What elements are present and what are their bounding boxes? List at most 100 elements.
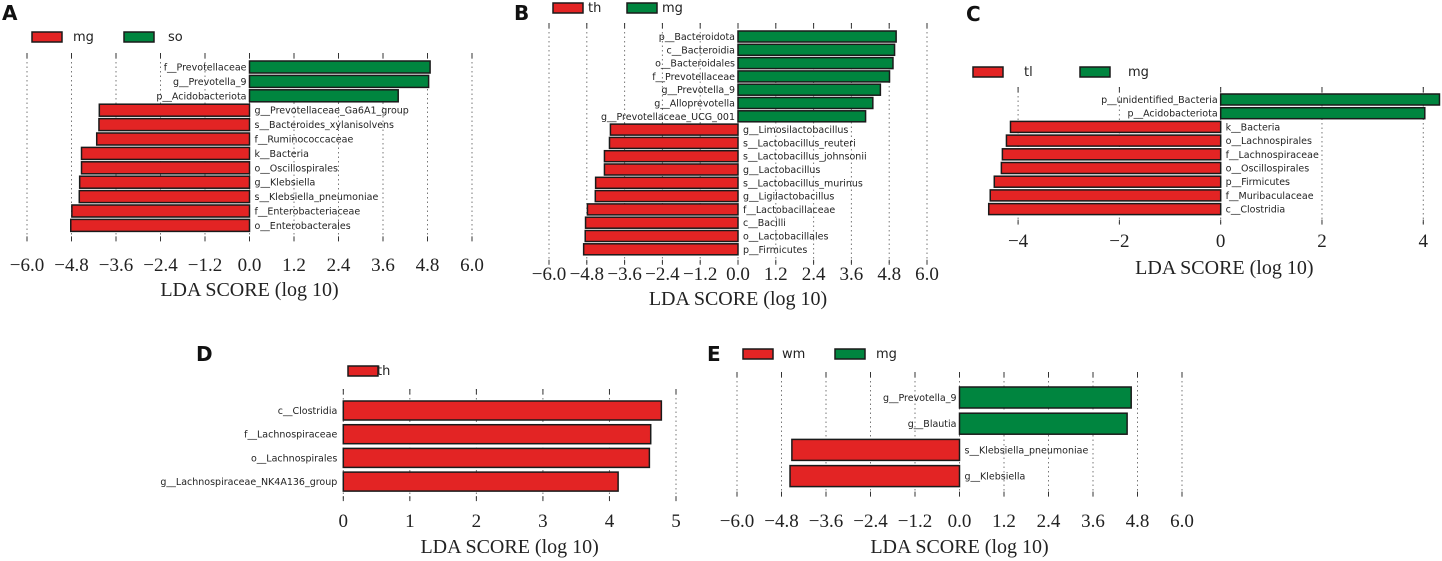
x-tick-label: 6.0	[915, 264, 939, 285]
x-tick-label: 2	[472, 511, 482, 532]
x-tick-label: 1.2	[764, 264, 788, 285]
legend-swatch-tl	[972, 66, 1004, 78]
bar-label: p__Acidobacteriota	[1128, 109, 1218, 120]
x-axis-label: LDA SCORE (log 10)	[1135, 257, 1313, 279]
x-tick-label: −2	[1109, 231, 1129, 252]
bar-label: p__Firmicutes	[743, 245, 807, 256]
bar-o-lachnospirales	[342, 447, 651, 469]
bar-p-firmicutes	[582, 243, 739, 256]
bar-label: g__Ligilactobacillus	[743, 192, 834, 203]
legend-label-th: th	[377, 364, 390, 379]
bar-g-klebsiella	[789, 464, 961, 488]
bar-o-enterobacterales	[70, 218, 251, 233]
bar-k-bacteria	[80, 146, 251, 161]
bar-label: f__Prevotellaceae	[652, 72, 735, 83]
legend-swatch-mg	[626, 2, 658, 14]
bar-f-lactobacillaceae	[586, 203, 739, 216]
bar-g-prevotella-9	[248, 74, 430, 89]
legend-label-mg: mg	[73, 30, 94, 45]
panel-d: 0 1 2 3 4 5 c__Clostridia f__Lachnospiraceae o__…	[160, 364, 680, 558]
bar-label: o__Oscillospirales	[255, 163, 339, 174]
bar-g-prevotella-9	[958, 386, 1132, 409]
bar-o-oscillospirales	[80, 161, 251, 175]
x-tick-label: −4.8	[54, 255, 88, 276]
x-axis-label: LDA SCORE (log 10)	[420, 536, 598, 558]
bar-label: c__Bacteroidia	[667, 45, 736, 56]
x-tick-label: 2.4	[1037, 511, 1061, 532]
bar-label: g__Klebsiella	[255, 178, 316, 189]
bar-o-lactobacillales	[584, 229, 739, 243]
bar-label: g__Prevotella_9	[661, 85, 735, 96]
bar-label: g__Alloprevotella	[654, 99, 735, 110]
bar-label: c__Bacilli	[743, 218, 786, 229]
bar-g-lachnospiraceae-nk4a136-group	[342, 471, 619, 492]
bar-c-clostridia	[987, 202, 1222, 216]
legend-swatch-mg	[1079, 66, 1111, 78]
panel-b: −6.0 −4.8 −3.6 −2.4 −1.2 0.0 1.2 2.4 3.6 4.8 6.0 p_…	[532, 1, 939, 310]
bar-label: p__Firmicutes	[1226, 177, 1290, 188]
bar-label: g__Prevotellaceae_Ga6A1_group	[255, 106, 409, 117]
bar-g-prevotellaceae-ucg-001	[737, 110, 867, 123]
x-tick-label: 4	[1419, 231, 1429, 252]
x-tick-label: 1	[405, 511, 415, 532]
bar-label: o__Lachnospirales	[1226, 136, 1312, 147]
x-tick-label: 3.6	[1081, 511, 1105, 532]
x-tick-label: −4.8	[570, 264, 604, 285]
x-tick-label: 6.0	[1170, 511, 1194, 532]
bar-f-lachnospiraceae	[342, 423, 652, 445]
bar-f-prevotellaceae	[248, 60, 431, 74]
bar-label: g__Prevotella_9	[173, 77, 247, 88]
x-tick-label: −2.4	[143, 255, 178, 276]
bar-p-bacteroidota	[737, 30, 897, 43]
bar-g-lactobacillus	[603, 163, 739, 176]
bar-s-lactobacillus-reuteri	[608, 136, 739, 150]
bar-s-lactobacillus-johnsonii	[603, 149, 739, 163]
bar-c-clostridia	[342, 400, 663, 421]
legend-swatch-mg	[31, 31, 63, 43]
x-tick-label: 2.4	[327, 255, 351, 276]
legend-swatch-th	[552, 2, 584, 14]
panel-letter-e: E	[707, 342, 721, 366]
bar-g-limosilactobacillus	[609, 123, 739, 136]
x-tick-label: 4.8	[416, 255, 440, 276]
bar-o-lachnospirales	[1005, 134, 1222, 147]
panel-e: −6.0 −4.8 −3.6 −2.4 −1.2 0.0 1.2 2.4 3.6 4.8 6.0 g_…	[720, 347, 1194, 558]
x-tick-label: −6.0	[532, 264, 566, 285]
x-tick-label: −4.8	[764, 511, 798, 532]
x-tick-label: 4	[605, 511, 615, 532]
bar-s-lactobacillus-murinus	[594, 176, 739, 190]
x-tick-label: 3.6	[840, 264, 864, 285]
panel-letter-d: D	[196, 342, 213, 366]
bar-label: s__Lactobacillus_johnsonii	[743, 152, 867, 163]
bar-label: o__Oscillospirales	[1226, 164, 1310, 175]
x-axis-label: LDA SCORE (log 10)	[870, 536, 1048, 558]
legend-label-wm: wm	[782, 347, 805, 362]
bar-p-firmicutes	[993, 175, 1222, 188]
bar-g-klebsiella	[78, 175, 251, 189]
bar-p-unidentified-bacteria	[1219, 93, 1441, 106]
x-tick-label: −1.2	[188, 255, 222, 276]
legend-label-mg: mg	[876, 347, 897, 362]
bar-label: p__Acidobacteriota	[156, 91, 246, 102]
x-tick-label: 0	[1216, 231, 1226, 252]
bar-label: f__Ruminococcaceae	[255, 135, 354, 146]
x-tick-label: 4.8	[1126, 511, 1150, 532]
x-tick-label: 6.0	[460, 255, 484, 276]
bar-label: k__Bacteria	[1226, 122, 1281, 133]
x-tick-label: 0.0	[948, 511, 972, 532]
bar-f-prevotellaceae	[737, 70, 891, 83]
x-axis-label: LDA SCORE (log 10)	[649, 288, 827, 310]
x-tick-label: −4	[1008, 231, 1029, 252]
panel-letter-c: C	[966, 2, 981, 26]
bar-label: o__Bacteroidales	[655, 59, 735, 70]
panel-letter-b: B	[514, 1, 530, 25]
bar-label: g__Blautia	[908, 419, 957, 430]
bar-g-alloprevotella	[737, 96, 874, 110]
bar-c-bacteroidia	[737, 43, 896, 57]
x-tick-label: −3.6	[607, 264, 641, 285]
bar-g-prevotellaceae-ga6a1-group	[98, 103, 251, 117]
bar-f-ruminococcaceae	[95, 132, 251, 146]
bar-label: f__Muribaculaceae	[1226, 191, 1314, 202]
bar-c-bacilli	[584, 216, 739, 229]
